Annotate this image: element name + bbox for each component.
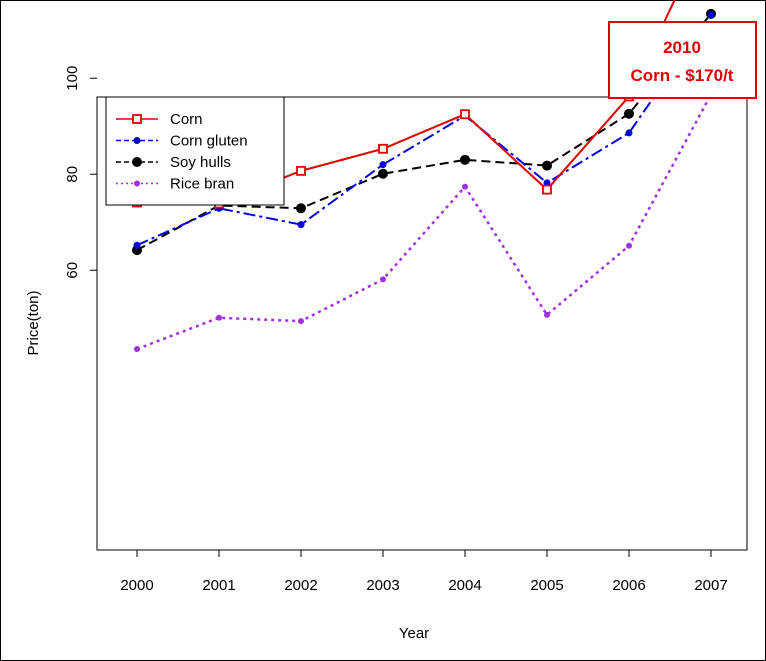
point-soy-hulls-2002 xyxy=(296,203,306,214)
legend-label-soy-hulls: Soy hulls xyxy=(170,154,231,171)
y-axis-title: Price(ton) xyxy=(25,290,42,355)
point-corn-2003 xyxy=(378,143,388,154)
x-tick-label-2000: 2000 xyxy=(120,577,153,594)
point-rice-bran-2000 xyxy=(134,345,140,352)
y-tick-label-100: 100 xyxy=(64,66,81,91)
x-tick-label-2005: 2005 xyxy=(530,577,563,594)
axes: 2000200120022003200420052006200760801001… xyxy=(64,66,728,594)
legend-marker-soy-hulls xyxy=(132,157,142,167)
x-tick-label-2002: 2002 xyxy=(284,577,317,594)
x-tick-label-2001: 2001 xyxy=(202,577,235,594)
point-soy-hulls-2006 xyxy=(624,108,634,119)
point-soy-hulls-2004 xyxy=(460,154,470,165)
point-rice-bran-2003 xyxy=(380,276,386,283)
series-line-rice-bran xyxy=(136,93,713,351)
x-axis-title: Year xyxy=(399,625,429,642)
legend-label-rice-bran: Rice bran xyxy=(170,176,234,193)
y-tick-label-60: 60 xyxy=(64,262,81,279)
annotation-box: 2010 Corn - $170/t xyxy=(608,21,757,99)
legend-marker-corn-gluten xyxy=(133,137,141,144)
point-rice-bran-2006 xyxy=(626,242,632,249)
legend-label-corn-gluten: Corn gluten xyxy=(170,133,248,150)
annotation-line-2: Corn - $170/t xyxy=(631,66,734,85)
series-line-soy-hulls xyxy=(136,13,712,251)
x-tick-label-2007: 2007 xyxy=(694,577,727,594)
x-tick-label-2006: 2006 xyxy=(612,577,645,594)
annotation-line-1: 2010 xyxy=(663,38,701,57)
point-soy-hulls-2003 xyxy=(378,168,388,179)
legend-label-corn: Corn xyxy=(170,111,203,128)
point-corn-gluten-2000 xyxy=(133,241,141,249)
point-rice-bran-2001 xyxy=(216,314,222,321)
point-corn-gluten-2007 xyxy=(707,11,715,19)
point-corn-2002 xyxy=(296,165,306,176)
legend: Corn Corn gluten Soy hulls Rice bran xyxy=(105,96,285,206)
point-corn-gluten-2005 xyxy=(543,179,551,187)
legend-marker-rice-bran xyxy=(134,180,140,187)
y-tick-label-80: 80 xyxy=(64,166,81,183)
annotation-border xyxy=(608,21,757,99)
series-line-corn-gluten xyxy=(136,14,712,247)
point-corn-gluten-2006 xyxy=(625,129,633,137)
point-rice-bran-2002 xyxy=(298,318,304,325)
point-rice-bran-2005 xyxy=(544,311,550,318)
plot-area-box xyxy=(96,96,748,551)
point-corn-gluten-2002 xyxy=(297,221,305,229)
point-corn-2004 xyxy=(460,109,470,120)
legend-marker-corn xyxy=(132,114,142,124)
point-soy-hulls-2005 xyxy=(542,160,552,171)
point-corn-gluten-2003 xyxy=(379,161,387,169)
point-corn-2005 xyxy=(542,184,552,195)
point-rice-bran-2004 xyxy=(462,183,468,190)
x-tick-label-2003: 2003 xyxy=(366,577,399,594)
x-tick-label-2004: 2004 xyxy=(448,577,481,594)
